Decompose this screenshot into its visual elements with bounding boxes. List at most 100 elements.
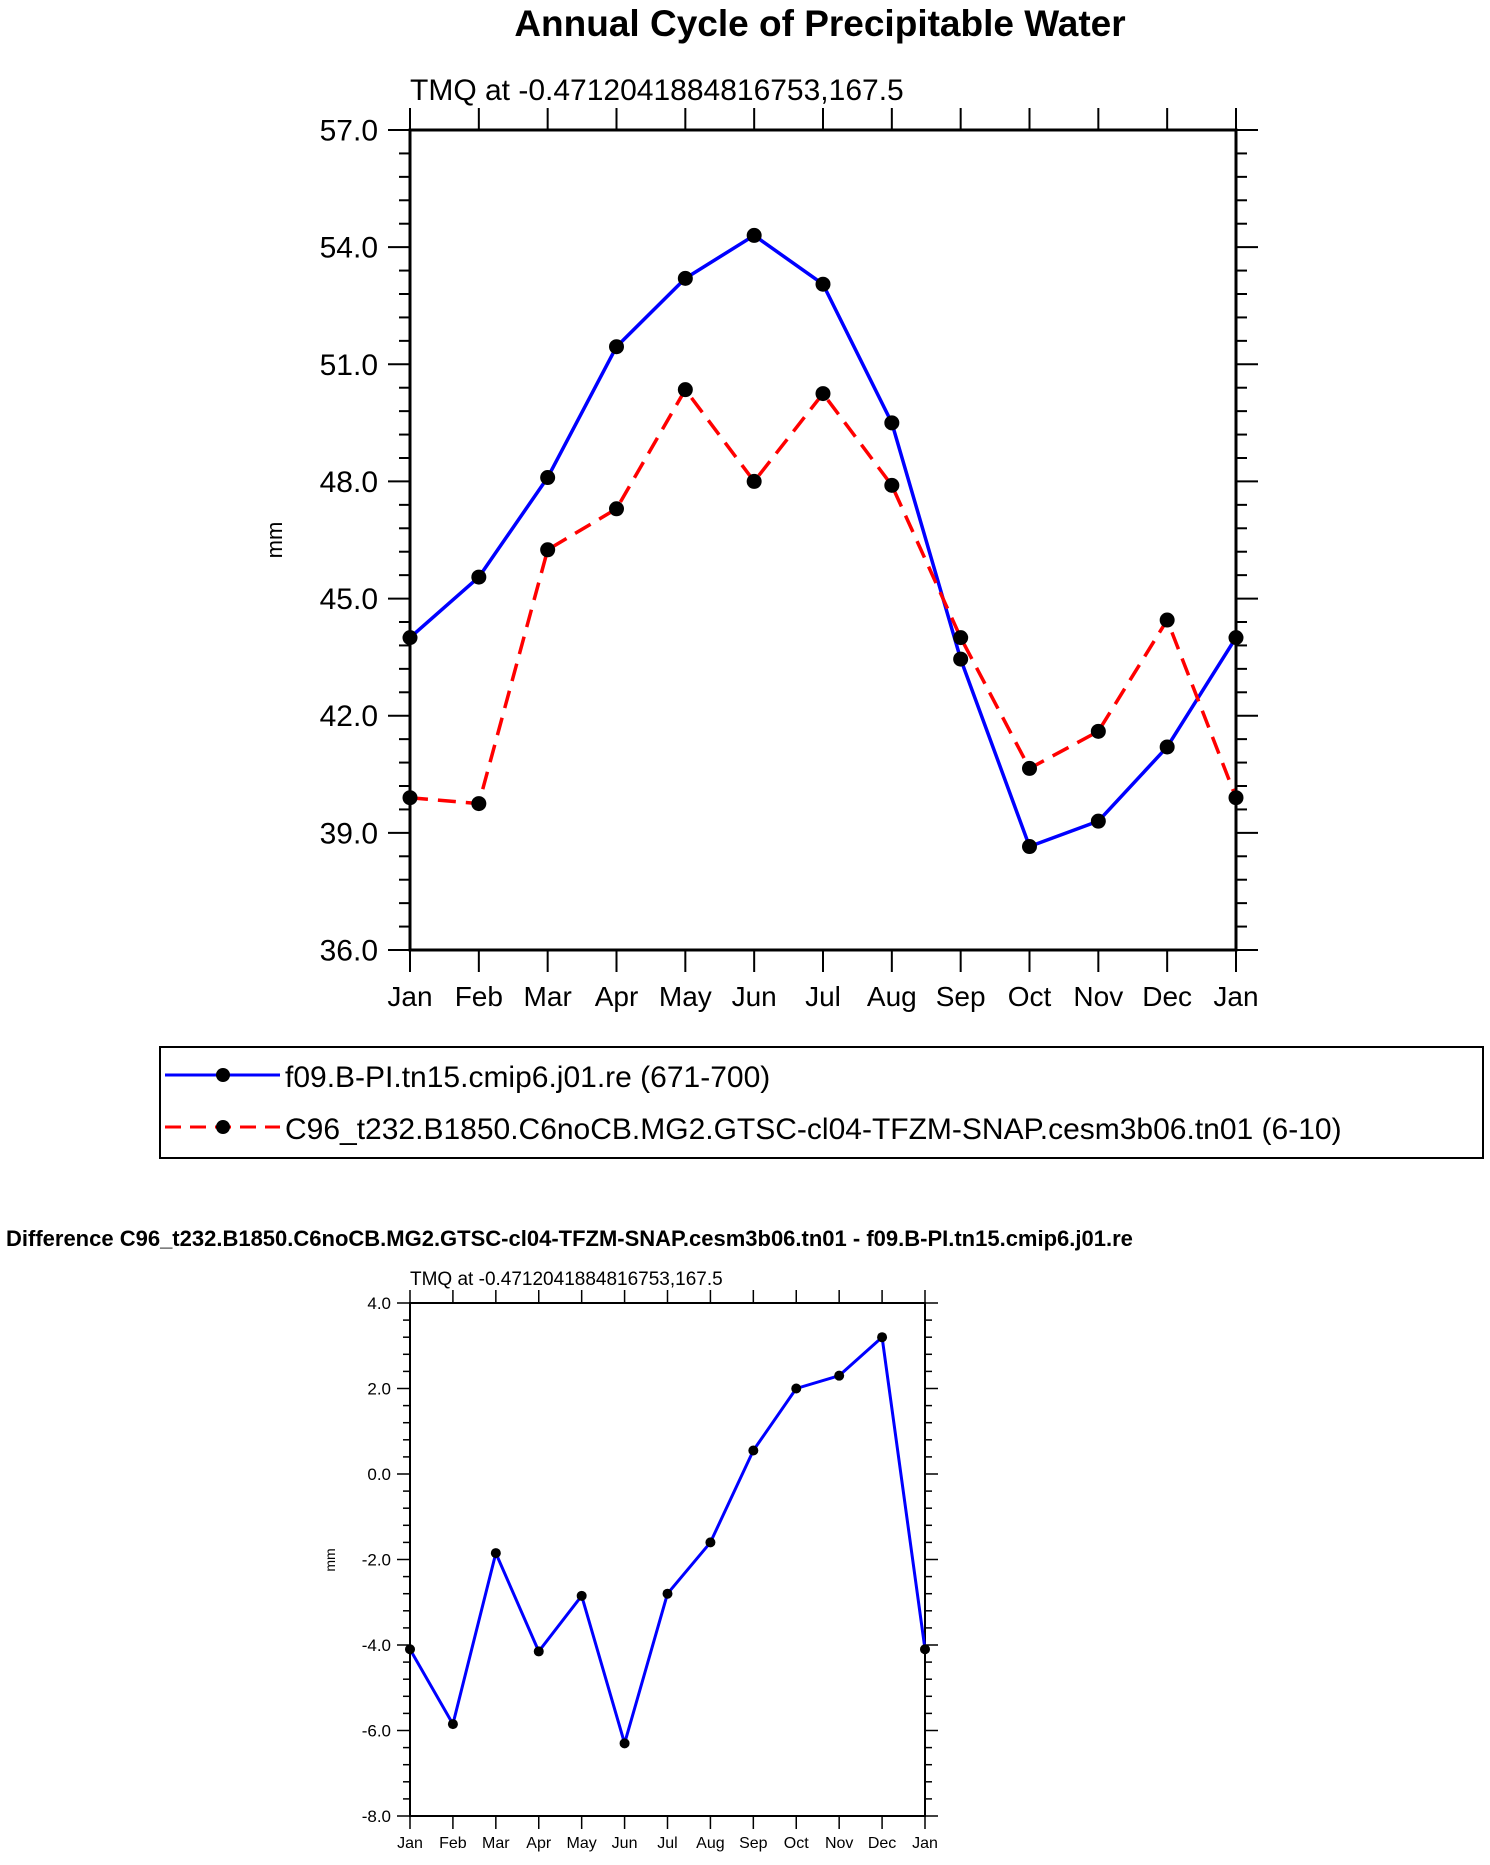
data-point-s2-oct <box>1022 760 1037 776</box>
x-tick-label: Mar <box>524 981 572 1012</box>
legend-box <box>159 1046 1484 1159</box>
data-point-s1-sep <box>748 1445 759 1456</box>
data-point-s1-dec <box>1159 739 1175 755</box>
y-tick-label: 42.0 <box>320 700 378 733</box>
x-tick-label: Jun <box>612 1835 638 1852</box>
x-tick-label: Oct <box>1008 981 1052 1012</box>
x-tick-label: Jul <box>657 1835 677 1852</box>
x-tick-label: Jan <box>1213 981 1258 1012</box>
plot-frame <box>409 1302 926 1817</box>
y-tick-label: 39.0 <box>320 817 378 850</box>
x-tick-label: Sep <box>936 981 986 1012</box>
x-tick-label: May <box>659 981 712 1012</box>
x-tick-label: Nov <box>1073 981 1123 1012</box>
x-tick-label: Jun <box>732 981 777 1012</box>
x-tick-label: Apr <box>595 981 639 1012</box>
data-point-s1-jul <box>815 276 831 292</box>
data-point-s1-mar <box>540 470 556 486</box>
x-tick-label: Sep <box>739 1835 768 1852</box>
x-tick-label: Dec <box>868 1835 896 1852</box>
data-point-s2-may <box>677 382 693 398</box>
data-point-s1-sep <box>953 651 969 667</box>
main-chart-legend: f09.B-PI.tn15.cmip6.j01.re (671-700) C96… <box>159 1046 1484 1159</box>
data-point-s2-mar <box>540 542 556 558</box>
data-point-s2-nov <box>1090 723 1106 739</box>
main-chart-plot: 36.0 39.0 42.0 45.0 48.0 51.0 54.0 57.0 Jan Feb Ma… <box>320 108 1259 1012</box>
data-point-s1-jul <box>662 1588 673 1599</box>
y-tick-label: 36.0 <box>320 935 378 968</box>
x-tick-label: Jul <box>805 981 841 1012</box>
y-tick-label: 45.0 <box>320 583 378 616</box>
y-tick-label: 2.0 <box>367 1379 391 1398</box>
y-tick-label: 0.0 <box>367 1465 391 1484</box>
data-point-s2-jan <box>402 790 418 806</box>
difference-chart: Difference C96_t232.B1850.C6noCB.MG2.GTS… <box>6 1226 1133 1852</box>
data-point-s2-sep <box>953 630 969 646</box>
data-point-s1-feb <box>471 569 487 585</box>
series-line-2 <box>409 387 1238 806</box>
main-chart-title: Annual Cycle of Precipitable Water <box>514 3 1125 44</box>
x-tick-label: Aug <box>867 981 917 1012</box>
series-line-1 <box>408 233 1238 849</box>
data-point-s1-nov <box>1090 813 1106 829</box>
data-point-s1-jan <box>1228 630 1244 646</box>
data-point-s1-jan <box>402 630 418 646</box>
y-tick-label: 54.0 <box>320 232 378 265</box>
data-point-s2-aug <box>884 477 900 493</box>
y-tick-label: -6.0 <box>362 1721 391 1740</box>
data-point-s2-apr <box>609 501 624 517</box>
data-point-s1-oct <box>791 1383 802 1394</box>
y-tick-label: 48.0 <box>320 466 378 499</box>
data-point-s2-jul <box>815 386 831 402</box>
data-point-s2-jun <box>746 473 762 489</box>
x-tick-label: Apr <box>526 1835 552 1852</box>
y-tick-label: -8.0 <box>362 1807 391 1826</box>
data-point-s1-feb <box>447 1719 458 1730</box>
difference-chart-title: Difference C96_t232.B1850.C6noCB.MG2.GTS… <box>6 1226 1133 1251</box>
data-point-s2-feb <box>471 796 487 812</box>
data-point-s1-aug <box>884 415 900 431</box>
legend-entry-1: f09.B-PI.tn15.cmip6.j01.re (671-700) <box>165 1061 770 1094</box>
main-chart: Annual Cycle of Precipitable Water TMQ a… <box>159 3 1484 1159</box>
difference-chart-subtitle: TMQ at -0.4712041884816753,167.5 <box>410 1269 723 1290</box>
main-chart-ylabel: mm <box>262 522 287 559</box>
data-point-s1-oct <box>1022 839 1037 855</box>
data-point-s1-apr <box>609 339 624 355</box>
plot-frame <box>408 128 1238 952</box>
data-point-s1-jan <box>920 1644 930 1655</box>
data-point-s1-jun <box>746 227 762 243</box>
x-tick-label: Nov <box>825 1835 853 1852</box>
x-tick-label: Feb <box>439 1835 467 1852</box>
x-tick-label: Feb <box>455 981 503 1012</box>
legend-marker-2 <box>216 1120 230 1134</box>
data-point-s1-jun <box>619 1738 630 1749</box>
y-tick-label: -4.0 <box>362 1636 391 1655</box>
data-point-s1-may <box>576 1590 587 1601</box>
legend-marker-1 <box>216 1068 230 1082</box>
x-tick-label: Jan <box>397 1835 423 1852</box>
data-point-s2-dec <box>1159 612 1175 628</box>
x-tick-label: Jan <box>387 981 432 1012</box>
series-line-1 <box>408 1335 927 1745</box>
legend-label-2: C96_t232.B1850.C6noCB.MG2.GTSC-cl04-TFZM… <box>285 1113 1342 1146</box>
legend-entry-2: C96_t232.B1850.C6noCB.MG2.GTSC-cl04-TFZM… <box>165 1113 1342 1146</box>
legend-label-1: f09.B-PI.tn15.cmip6.j01.re (671-700) <box>285 1061 770 1094</box>
x-tick-label: May <box>567 1835 597 1852</box>
difference-chart-plot: -8.0 -6.0 -4.0 -2.0 0.0 2.0 4.0 Jan Feb Mar Apr May… <box>362 1290 938 1852</box>
x-tick-label: Jan <box>912 1835 938 1852</box>
data-point-s1-may <box>677 270 693 286</box>
y-tick-label: -2.0 <box>362 1550 391 1569</box>
x-tick-label: Mar <box>482 1835 510 1852</box>
main-chart-subtitle: TMQ at -0.4712041884816753,167.5 <box>410 74 904 107</box>
difference-chart-ylabel: mm <box>322 1548 338 1571</box>
data-point-s1-aug <box>705 1537 716 1548</box>
data-point-s1-dec <box>877 1332 888 1343</box>
data-point-s1-apr <box>533 1646 544 1657</box>
y-tick-label: 4.0 <box>367 1294 391 1313</box>
x-tick-label: Dec <box>1142 981 1192 1012</box>
x-tick-label: Aug <box>696 1835 724 1852</box>
data-point-s1-mar <box>490 1548 501 1559</box>
data-point-s1-jan <box>405 1644 415 1655</box>
data-point-s1-nov <box>834 1370 845 1381</box>
